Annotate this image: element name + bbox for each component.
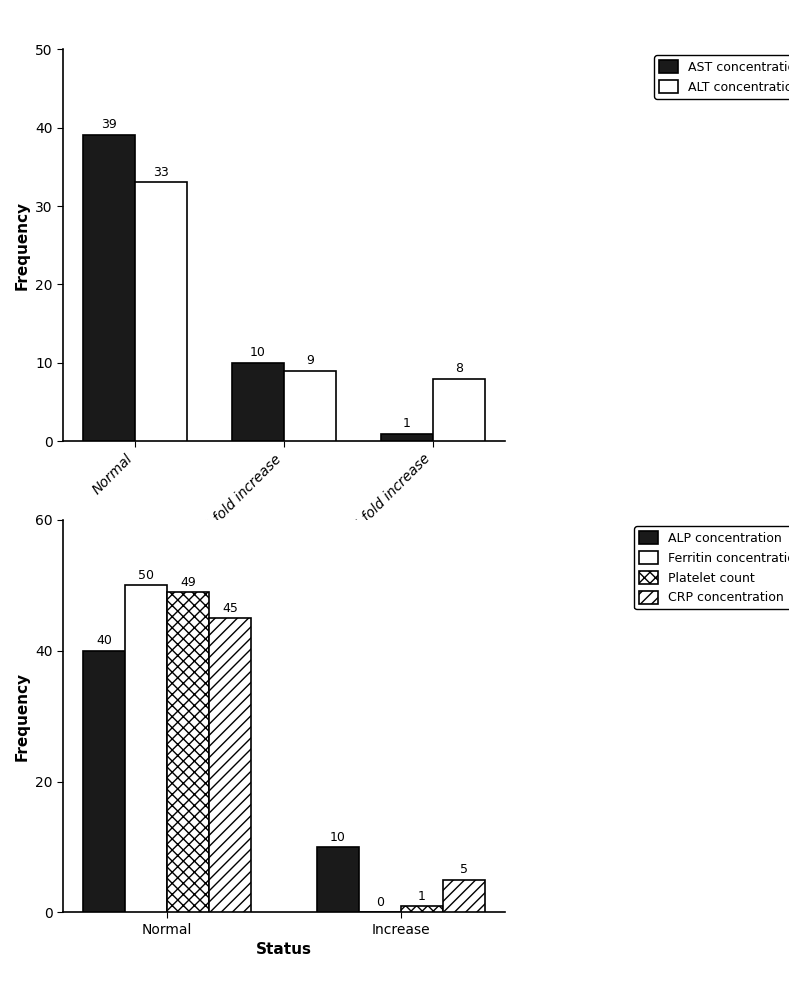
Bar [83,650,125,912]
Legend: AST concentration, ALT concentration: AST concentration, ALT concentration [654,55,789,99]
Bar [433,379,485,441]
Text: 9: 9 [306,354,314,367]
Text: 1: 1 [403,417,411,430]
Y-axis label: Frequency: Frequency [14,201,29,289]
X-axis label: Status: Status [256,602,312,617]
Text: 50: 50 [138,569,155,582]
Text: 49: 49 [181,576,196,589]
Bar [443,880,485,912]
Bar [135,182,187,441]
X-axis label: Status: Status [256,943,312,957]
Bar [209,618,252,912]
Legend: ALP concentration, Ferritin concentration, Platelet count, CRP concentration: ALP concentration, Ferritin concentratio… [634,526,789,609]
Bar [401,905,443,912]
Text: 33: 33 [153,166,169,179]
Text: 0: 0 [376,896,383,909]
Text: 10: 10 [330,831,346,844]
Bar [167,592,209,912]
Y-axis label: Frequency: Frequency [14,672,29,760]
Bar [232,363,284,441]
Text: 39: 39 [101,119,117,131]
Text: 40: 40 [96,635,112,647]
Text: 10: 10 [250,346,266,359]
Text: 45: 45 [222,601,238,615]
Text: 8: 8 [454,362,463,375]
Bar [316,847,359,912]
Bar [125,586,167,912]
Bar [284,371,336,441]
Text: 5: 5 [460,863,468,876]
Bar [83,135,135,441]
Text: 1: 1 [418,890,426,903]
Bar [381,434,433,441]
